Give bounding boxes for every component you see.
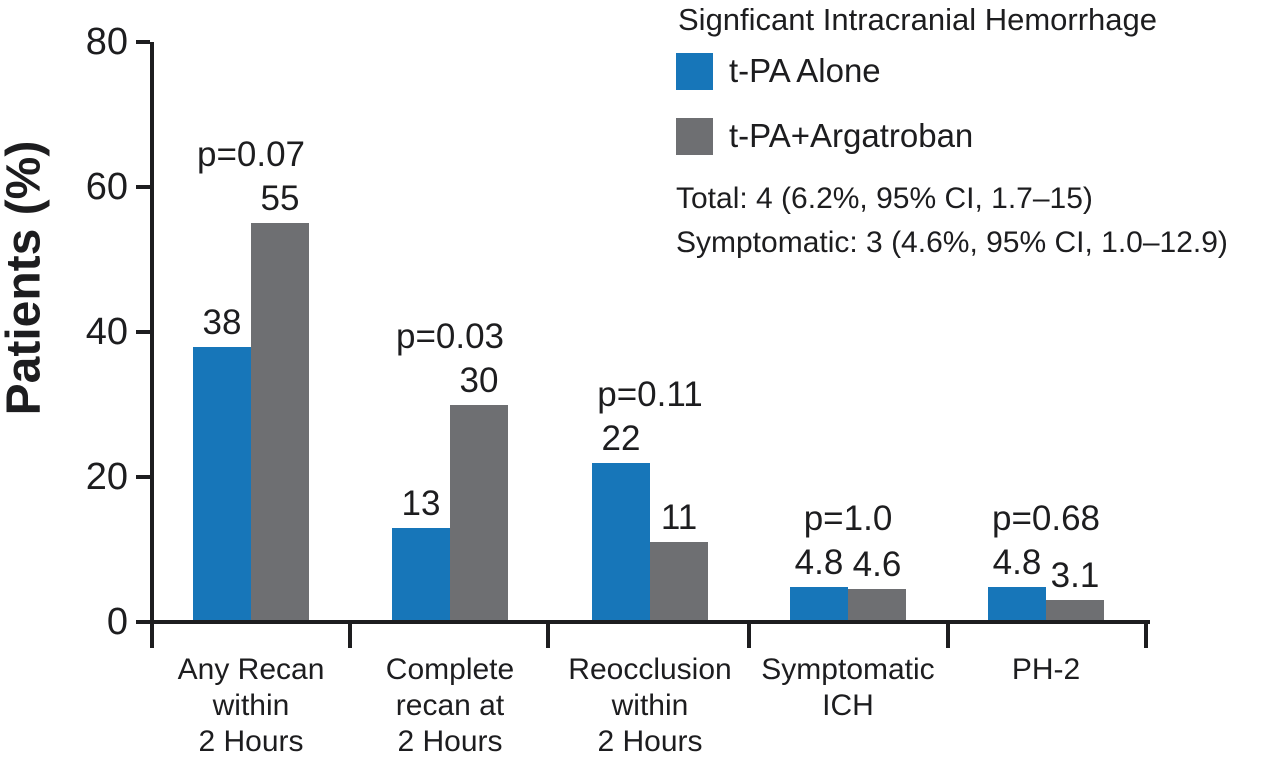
- p-value-label: p=0.07: [196, 135, 306, 175]
- x-axis-tick: [1144, 622, 1148, 648]
- y-axis-tick: [136, 330, 150, 334]
- bar-tpa-argatroban: [650, 542, 708, 622]
- x-category-label: PH-2: [1011, 653, 1081, 686]
- legend: Signficant Intracranial Hemorrhage t-PA …: [676, 2, 1278, 272]
- bar-tpa-argatroban: [1046, 599, 1104, 622]
- y-tick-label: 80: [85, 21, 128, 63]
- y-axis-tick: [136, 475, 150, 479]
- bar-value-label: 4.8: [794, 543, 844, 583]
- bar-value-label: 22: [601, 418, 641, 458]
- bar-tpa-alone: [392, 527, 450, 622]
- bar-tpa-alone: [988, 587, 1046, 622]
- x-axis-tick: [946, 622, 950, 648]
- y-axis-tick: [136, 620, 150, 624]
- y-tick-label: 40: [85, 311, 128, 353]
- legend-item-tpa-argatroban: t-PA+Argatroban: [676, 117, 973, 155]
- bar-value-label: 13: [401, 483, 441, 523]
- bar-tpa-argatroban: [848, 588, 906, 622]
- y-axis-tick: [136, 185, 150, 189]
- bar-value-label: 30: [459, 360, 499, 400]
- p-value-label: p=0.11: [597, 374, 703, 414]
- bar-value-label: 3.1: [1050, 555, 1100, 595]
- x-axis-tick: [348, 622, 352, 648]
- y-axis-tick: [136, 40, 150, 44]
- y-tick-label: 20: [85, 456, 128, 498]
- bar-tpa-alone: [592, 462, 650, 622]
- p-value-label: p=0.03: [395, 316, 505, 356]
- bar-tpa-alone: [193, 346, 251, 622]
- y-axis-line: [150, 42, 154, 626]
- bar-value-label: 4.6: [852, 544, 902, 584]
- x-category-label: Reocclusion within 2 Hours: [568, 653, 732, 758]
- x-axis-tick: [546, 622, 550, 648]
- x-category-label: Complete recan at 2 Hours: [385, 653, 515, 758]
- legend-swatch-tpa-argatroban: [676, 117, 713, 155]
- legend-label-tpa-argatroban: t-PA+Argatroban: [729, 117, 974, 154]
- bar-value-label: 55: [260, 179, 300, 219]
- bar-tpa-argatroban: [450, 404, 508, 622]
- x-category-label: Any Recan within 2 Hours: [177, 653, 325, 758]
- legend-title: Signficant Intracranial Hemorrhage: [678, 2, 1158, 37]
- x-axis-tick: [747, 622, 751, 648]
- bar-value-label: 11: [660, 498, 698, 538]
- x-axis-tick: [150, 622, 154, 648]
- legend-note-total: Total: 4 (6.2%, 95% CI, 1.7–15): [676, 182, 1093, 215]
- x-category-label: Symptomatic ICH: [761, 653, 935, 722]
- legend-label-tpa-alone: t-PA Alone: [729, 52, 881, 89]
- bar-tpa-argatroban: [251, 223, 309, 622]
- bar-value-label: 38: [202, 302, 242, 342]
- y-tick-label: 0: [106, 601, 128, 643]
- legend-note-symptomatic: Symptomatic: 3 (4.6%, 95% CI, 1.0–12.9): [676, 226, 1228, 259]
- p-value-label: p=1.0: [803, 499, 893, 539]
- bar-value-label: 4.8: [992, 543, 1042, 583]
- x-axis-line: [136, 620, 1150, 624]
- legend-swatch-tpa-alone: [676, 52, 713, 90]
- y-tick-label: 60: [85, 166, 128, 208]
- bar-tpa-alone: [790, 587, 848, 622]
- legend-item-tpa-alone: t-PA Alone: [676, 52, 881, 90]
- y-axis-title: Patients (%): [0, 140, 51, 416]
- p-value-label: p=0.68: [991, 499, 1101, 539]
